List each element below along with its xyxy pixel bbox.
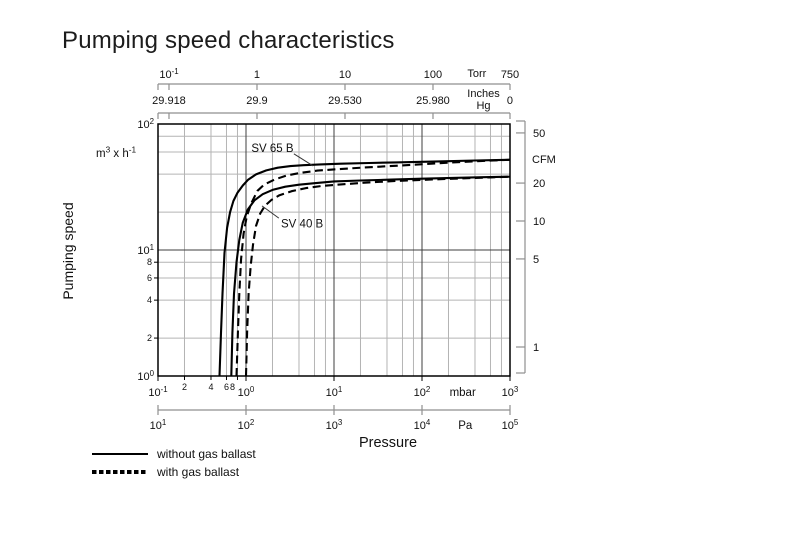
pumping-speed-tick-label: 102 — [137, 117, 154, 131]
pa-tick-label: 102 — [238, 418, 255, 432]
curve-sv-40-b-without-gas-ballast — [230, 175, 511, 377]
series — [218, 158, 511, 377]
inches-hg-unit-label: Inches — [467, 88, 500, 100]
torr-tick-label: 10-1 — [159, 67, 178, 81]
pa-tick-label: 104 — [414, 418, 431, 432]
pressure-label: Pressure — [359, 435, 417, 451]
inches-hg-tick-label: 25.980 — [416, 95, 450, 107]
pumping-speed-tick-label: 101 — [137, 243, 154, 257]
curve-label-sv-40-b: SV 40 B — [281, 218, 324, 230]
cfm-axis: 50 20 10 5 1 CFM — [516, 120, 556, 374]
page-title: Pumping speed characteristics — [62, 27, 395, 54]
inches-hg-tick-label: 29.530 — [328, 95, 362, 107]
plot-frame — [154, 123, 511, 381]
cfm-tick-label: 10 — [533, 216, 545, 228]
curve-labels: SV 65 B SV 40 B — [251, 143, 323, 230]
torr-tick-label: 10 — [339, 69, 351, 81]
mbar-tick-label: 102 — [414, 385, 431, 399]
cfm-tick-label: 20 — [533, 178, 545, 190]
mbar-minor-tick-label: 4 — [208, 382, 213, 392]
pa-tick-label: 105 — [502, 418, 519, 432]
curve-label-sv-65-b: SV 65 B — [251, 143, 294, 155]
pumping-speed-label: Pumping speed — [60, 202, 76, 299]
y-axis-title: Pumping speed — [60, 202, 76, 299]
cfm-tick-label: 50 — [533, 128, 545, 140]
y-axis-left: 100 101 102 2 4 6 8 m3 x h-1 — [96, 117, 155, 383]
torr-tick-label: 1 — [254, 69, 260, 81]
mbar-tick-label: 100 — [238, 385, 255, 399]
cfm-tick-label: 5 — [533, 254, 539, 266]
inches-hg-tick-label: 29.918 — [152, 95, 186, 107]
legend-item-with-gas-ballast: with gas ballast — [92, 463, 256, 481]
pumping-speed-minor-tick-label: 8 — [147, 257, 152, 267]
pumping-speed-minor-tick-label: 6 — [147, 273, 152, 283]
inches-hg-tick-label: 29.9 — [246, 95, 267, 107]
mbar-minor-tick-label: 8 — [230, 382, 235, 392]
mbar-tick-label: 10-1 — [148, 385, 167, 399]
mbar-minor-tick-label: 2 — [182, 382, 187, 392]
x-axis-title: Pressure — [359, 435, 417, 451]
curve-label-leader — [261, 205, 280, 219]
mbar-axis: 10-1 100 101 102 103 2 4 6 8 mbar — [148, 382, 519, 399]
pa-axis: 101 102 103 104 105 Pa — [150, 405, 519, 432]
pumping-speed-minor-tick-label: 2 — [147, 333, 152, 343]
curve-sv-65-b-with-gas-ballast — [235, 158, 511, 377]
cfm-tick-label: 1 — [533, 342, 539, 354]
torr-tick-label: 750 — [501, 69, 519, 81]
curve-sv-40-b-with-gas-ballast — [244, 175, 511, 377]
pumping-speed-minor-tick-label: 4 — [147, 295, 152, 305]
legend-label-with-gas-ballast: with gas ballast — [157, 465, 240, 479]
legend-label-without-gas-ballast: without gas ballast — [157, 447, 256, 461]
grid-major — [158, 124, 510, 376]
m3h-unit-label: m3 x h-1 — [96, 145, 137, 160]
legend: without gas ballast with gas ballast — [92, 445, 256, 481]
dashed-line-swatch — [92, 470, 148, 474]
pumping-speed-tick-label: 100 — [137, 369, 154, 383]
mbar-tick-label: 103 — [502, 385, 519, 399]
torr-tick-label: 100 — [424, 69, 442, 81]
mbar-unit-label: mbar — [450, 387, 476, 399]
curve-label-leader — [293, 153, 314, 167]
mbar-minor-tick-label: 6 — [224, 382, 229, 392]
torr-axis: 10-1 1 10 100 750 Torr — [157, 67, 519, 90]
mbar-tick-label: 101 — [326, 385, 343, 399]
pa-unit-label: Pa — [458, 420, 473, 432]
pa-tick-label: 101 — [150, 418, 167, 432]
solid-line-swatch — [92, 453, 148, 455]
inches-hg-unit-label: Hg — [476, 100, 490, 112]
legend-item-without-gas-ballast: without gas ballast — [92, 445, 256, 463]
inches-hg-tick-label: 0 — [507, 95, 513, 107]
torr-unit-label: Torr — [467, 68, 486, 80]
cfm-unit-label: CFM — [532, 154, 556, 166]
curve-sv-65-b-without-gas-ballast — [218, 158, 511, 377]
pa-tick-label: 103 — [326, 418, 343, 432]
